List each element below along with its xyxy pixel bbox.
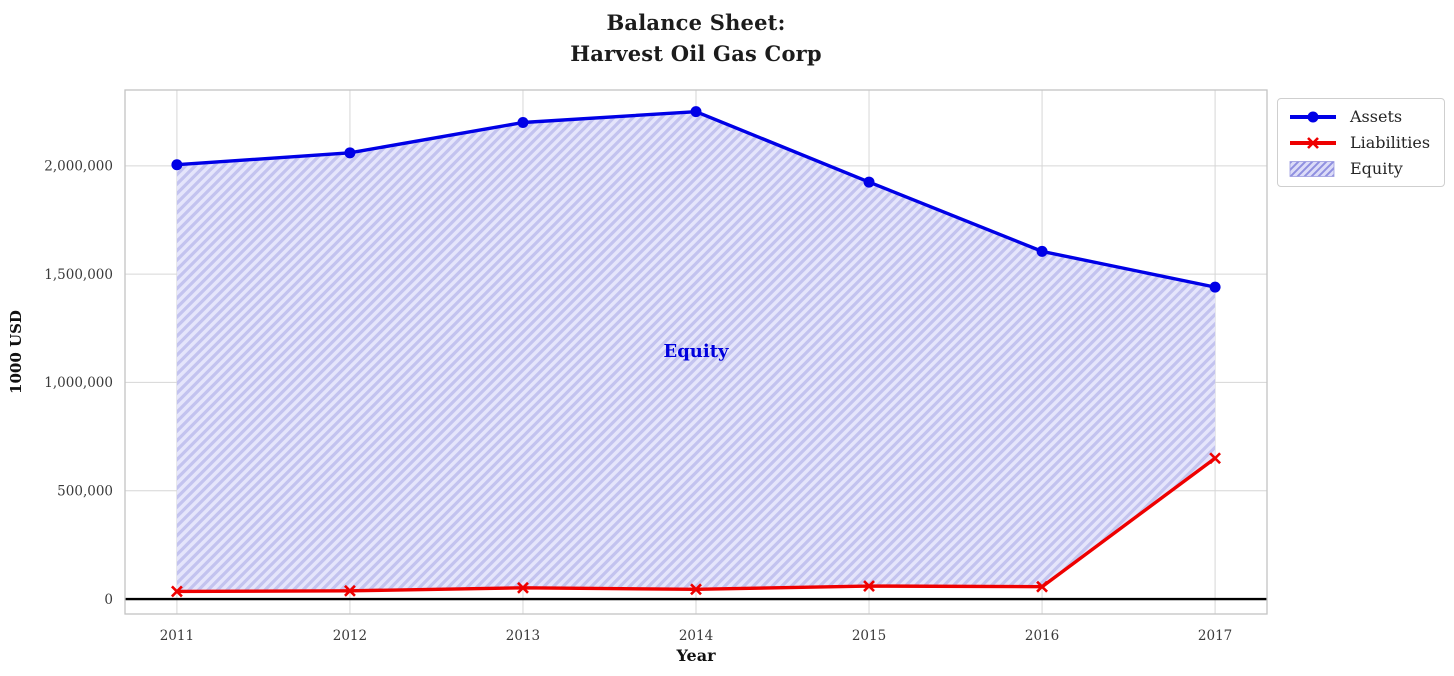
liabilities-line-swatch — [1290, 136, 1336, 149]
legend-item-equity: Equity — [1287, 158, 1435, 179]
legend-label-liabilities: Liabilities — [1350, 133, 1431, 152]
y-tick-labels: 0 500,000 1,000,000 1,500,000 2,000,000 — [44, 159, 113, 608]
y-axis-label: 1000 USD — [7, 310, 25, 394]
y-tick-label: 2,000,000 — [44, 159, 113, 175]
x-tick-label: 2015 — [852, 628, 886, 644]
plot-border — [124, 89, 1268, 615]
liabilities-marker — [170, 585, 183, 598]
assets-marker — [690, 106, 702, 118]
x-tick-label: 2011 — [160, 628, 194, 644]
liabilities-marker — [1036, 580, 1048, 593]
equity-area-label: Equity — [663, 341, 729, 362]
chart-title: Balance Sheet: Harvest Oil Gas Corp — [125, 7, 1267, 69]
assets-marker — [863, 176, 875, 188]
equity-patch-swatch — [1289, 160, 1335, 177]
liabilities-marker — [517, 581, 529, 594]
x-tick-label: 2017 — [1198, 628, 1232, 644]
legend-label-equity: Equity — [1350, 159, 1403, 178]
series-lines — [170, 106, 1222, 598]
equity-fill-area — [176, 111, 1216, 592]
legend-label-assets: Assets — [1350, 107, 1403, 126]
y-tick-label: 500,000 — [57, 484, 113, 500]
y-tick-label: 0 — [104, 592, 113, 608]
x-tick-label: 2016 — [1025, 628, 1059, 644]
x-tick-label: 2012 — [333, 628, 367, 644]
assets-marker — [1209, 281, 1221, 293]
liabilities-marker — [344, 584, 356, 597]
liabilities-marker — [863, 580, 875, 592]
x-tick-labels: 2011 2012 2013 2014 2015 2016 2017 — [160, 628, 1233, 644]
x-tick-label: 2013 — [506, 628, 540, 644]
liabilities-marker — [1209, 452, 1222, 465]
legend-item-assets: Assets — [1287, 106, 1435, 127]
legend-item-liabilities: Liabilities — [1287, 132, 1435, 153]
y-tick-label: 1,000,000 — [44, 375, 113, 391]
plot-border-rect — [124, 89, 1268, 615]
chart-title-line1: Balance Sheet: — [606, 10, 786, 35]
assets-line-swatch — [1290, 111, 1336, 122]
assets-marker — [517, 116, 529, 128]
x-axis-label: Year — [676, 646, 716, 665]
equity-fill-hatch — [176, 111, 1216, 592]
legend: Assets Liabilities Equity — [1277, 98, 1445, 187]
x-tick-label: 2014 — [679, 628, 713, 644]
assets-marker — [171, 159, 183, 171]
liabilities-marker — [690, 583, 702, 596]
assets-marker — [344, 147, 356, 159]
y-tick-label: 1,500,000 — [44, 267, 113, 283]
chart-title-line2: Harvest Oil Gas Corp — [570, 41, 822, 66]
assets-marker — [1036, 245, 1048, 257]
